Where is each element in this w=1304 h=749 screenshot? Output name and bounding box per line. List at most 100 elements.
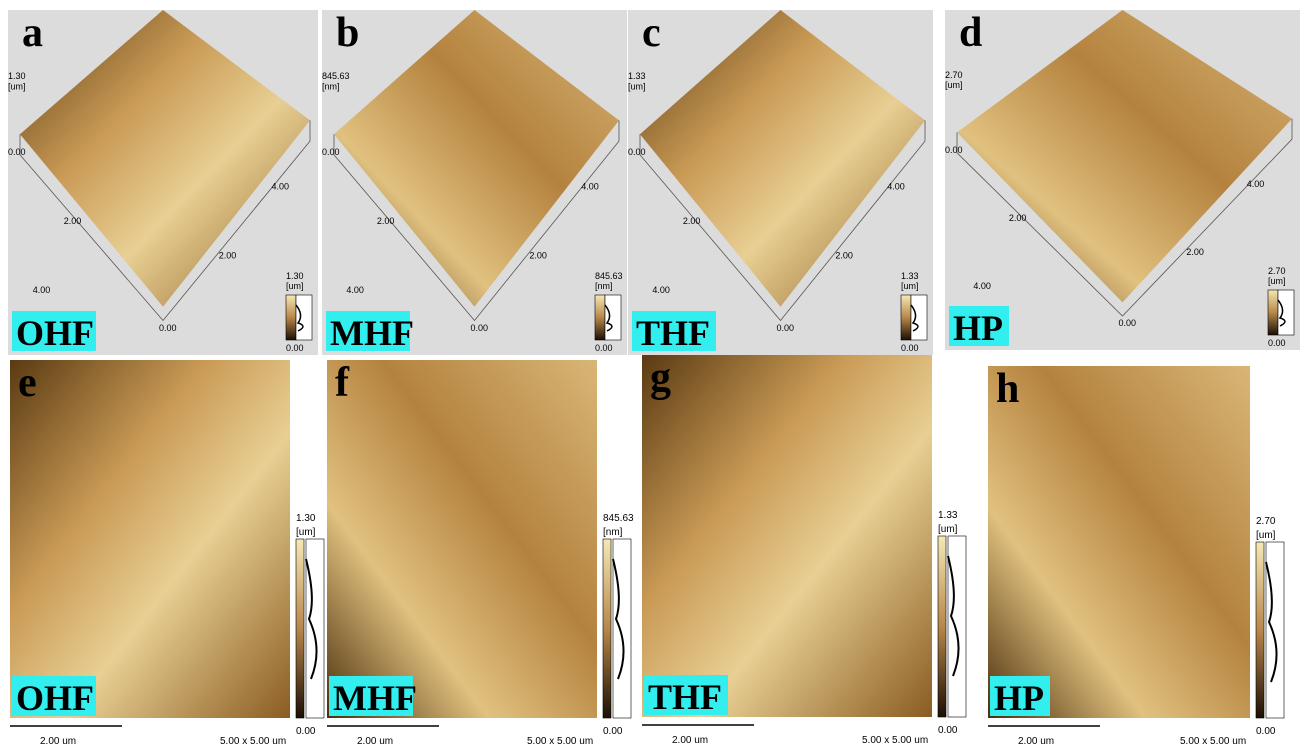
xy-tick-label: 2.00 <box>835 250 853 260</box>
colorbar <box>901 295 911 340</box>
colorbar-label: 845.63 <box>603 513 634 524</box>
colorbar-label: [um] <box>901 281 919 291</box>
z-axis-label: 1.33 <box>628 71 646 81</box>
xy-tick-label: 4.00 <box>581 181 599 191</box>
height-map <box>327 360 597 718</box>
colorbar-label: [um] <box>286 281 304 291</box>
surface-panel: b845.63[nm]0.002.004.000.002.004.00845.6… <box>322 10 627 355</box>
sample-tag: OHF <box>16 678 94 718</box>
histogram-box <box>613 539 631 718</box>
panel-letter: h <box>996 366 1019 412</box>
scan-size: 5.00 x 5.00 um <box>220 736 286 747</box>
xy-tick-label: 2.00 <box>683 216 701 226</box>
sample-tag: MHF <box>333 678 417 718</box>
scale-bar-label: 2.00 um <box>672 735 708 746</box>
xy-tick-label: 4.00 <box>1247 179 1265 189</box>
colorbar-label: [um] <box>938 524 958 535</box>
sample-tag: THF <box>648 677 722 717</box>
height-map-panel: f MHF 845.63 [nm] 0.00 2.00 um 5.00 x 5.00 um <box>327 360 634 747</box>
z-axis-label: 0.00 <box>945 145 963 155</box>
histogram-box <box>296 295 312 340</box>
xy-tick-label: 0.00 <box>471 323 489 333</box>
histogram-box <box>1266 542 1284 718</box>
panel-letter: a <box>22 10 43 56</box>
surface-panel: c1.33[um]0.002.004.000.002.004.001.33[um… <box>628 10 933 355</box>
surface-panel: d2.70[um]0.002.004.000.002.004.002.70[um… <box>945 10 1300 350</box>
colorbar <box>1256 542 1264 718</box>
scan-size: 5.00 x 5.00 um <box>862 735 928 746</box>
scale-bar-label: 2.00 um <box>357 736 393 747</box>
colorbar <box>938 536 946 717</box>
xy-tick-label: 4.00 <box>346 285 364 295</box>
colorbar <box>1268 290 1278 335</box>
colorbar-label: [um] <box>1256 530 1276 541</box>
colorbar <box>296 539 304 718</box>
colorbar-label: 0.00 <box>1268 338 1286 348</box>
height-map <box>642 355 932 717</box>
colorbar-label: [nm] <box>603 527 623 538</box>
xy-tick-label: 4.00 <box>33 285 51 295</box>
colorbar-label: 1.33 <box>901 271 919 281</box>
colorbar <box>603 539 611 718</box>
histogram-box <box>911 295 927 340</box>
z-axis-label: 1.30 <box>8 71 26 81</box>
histogram-box <box>1278 290 1294 335</box>
xy-tick-label: 4.00 <box>887 181 905 191</box>
z-axis-label: 0.00 <box>8 147 26 157</box>
panel-letter: e <box>18 360 37 406</box>
colorbar <box>286 295 296 340</box>
z-axis-label: 2.70 <box>945 70 963 80</box>
colorbar-label: 0.00 <box>603 726 623 737</box>
sample-tag: OHF <box>16 313 94 353</box>
height-map-panel: gTHF1.33[um]0.002.00 um5.00 x 5.00 um <box>642 355 966 746</box>
scale-bar-label: 2.00 um <box>40 736 76 747</box>
xy-tick-label: 2.00 <box>1186 247 1204 257</box>
sample-tag: HP <box>953 308 1003 348</box>
height-map-panel: e OHF 1.30 [um] 0.00 2.00 um 5.00 x 5.00 um <box>10 360 324 747</box>
scale-bar-label: 2.00 um <box>1018 736 1054 747</box>
sample-tag: MHF <box>330 313 414 353</box>
colorbar <box>595 295 605 340</box>
histogram-box <box>306 539 324 718</box>
xy-tick-label: 4.00 <box>272 181 290 191</box>
panel-letter: c <box>642 10 661 56</box>
colorbar-label: 0.00 <box>595 343 613 353</box>
height-map <box>10 360 290 718</box>
panel-letter: g <box>650 355 671 401</box>
colorbar-label: [um] <box>296 527 316 538</box>
xy-tick-label: 4.00 <box>973 281 991 291</box>
xy-tick-label: 4.00 <box>652 285 670 295</box>
surface-panel: a1.30[um]0.002.004.000.002.004.001.30[um… <box>8 10 318 355</box>
histogram-box <box>605 295 621 340</box>
colorbar-label: [um] <box>1268 276 1286 286</box>
xy-tick-label: 2.00 <box>1009 213 1027 223</box>
xy-tick-label: 2.00 <box>219 250 237 260</box>
sample-tag: THF <box>636 313 710 353</box>
xy-tick-label: 2.00 <box>529 250 547 260</box>
scan-size: 5.00 x 5.00 um <box>1180 736 1246 747</box>
colorbar-label: 0.00 <box>938 725 958 736</box>
colorbar-label: 1.30 <box>286 271 304 281</box>
xy-tick-label: 2.00 <box>377 216 395 226</box>
colorbar-label: 0.00 <box>296 726 316 737</box>
colorbar-label: 1.30 <box>296 513 316 524</box>
panel-letter: d <box>959 10 982 56</box>
z-axis-label: 0.00 <box>322 147 340 157</box>
z-axis-label: [um] <box>8 81 26 91</box>
colorbar-label: 845.63 <box>595 271 623 281</box>
figure: a1.30[um]0.002.004.000.002.004.001.30[um… <box>0 0 1304 749</box>
panel-letter: f <box>335 360 350 406</box>
z-axis-label: 845.63 <box>322 71 350 81</box>
colorbar-label: 0.00 <box>286 343 304 353</box>
colorbar-label: [nm] <box>595 281 613 291</box>
z-axis-label: [nm] <box>322 81 340 91</box>
z-axis-label: [um] <box>945 80 963 90</box>
sample-tag: HP <box>994 678 1044 718</box>
xy-tick-label: 2.00 <box>64 216 82 226</box>
scan-size: 5.00 x 5.00 um <box>527 736 593 747</box>
xy-tick-label: 0.00 <box>777 323 795 333</box>
height-map <box>988 366 1250 718</box>
colorbar-label: 0.00 <box>1256 726 1276 737</box>
colorbar-label: 0.00 <box>901 343 919 353</box>
